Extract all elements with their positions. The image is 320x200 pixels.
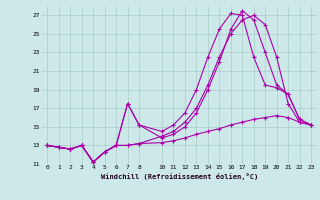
X-axis label: Windchill (Refroidissement éolien,°C): Windchill (Refroidissement éolien,°C) (100, 173, 258, 180)
